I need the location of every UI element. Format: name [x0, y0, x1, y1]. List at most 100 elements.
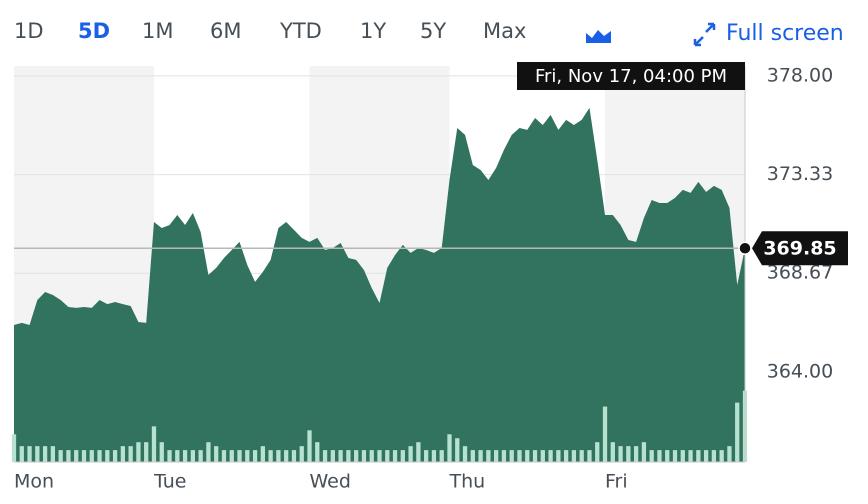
range-button[interactable]: 5D	[78, 19, 110, 43]
volume-bar	[35, 446, 40, 462]
volume-bar	[206, 442, 211, 462]
x-tick-label: Tue	[153, 471, 186, 493]
volume-bar	[66, 450, 71, 462]
range-button[interactable]: 1M	[142, 19, 173, 43]
volume-bar	[291, 450, 297, 462]
volume-bar	[455, 438, 460, 462]
volume-bar	[260, 446, 265, 462]
chart-type-icon[interactable]	[586, 30, 611, 43]
range-button[interactable]: 6M	[210, 19, 241, 43]
volume-bar	[649, 450, 654, 462]
range-button[interactable]: Max	[483, 19, 526, 43]
volume-bar	[268, 450, 273, 462]
volume-bar	[439, 450, 444, 462]
volume-bar	[447, 434, 452, 462]
volume-bar	[105, 450, 110, 462]
volume-bar	[525, 450, 530, 462]
volume-bar	[50, 446, 56, 462]
crosshair-label: Fri, Nov 17, 04:00 PM	[535, 66, 727, 87]
volume-bar	[136, 442, 141, 462]
volume-bar	[112, 450, 118, 462]
range-button[interactable]: 1D	[14, 19, 44, 43]
volume-bar	[556, 450, 561, 462]
volume-bar	[159, 442, 164, 462]
volume-bar	[89, 450, 94, 462]
y-tick-label: 368.67	[767, 262, 833, 284]
volume-bar	[688, 450, 693, 462]
volume-bar	[385, 450, 390, 462]
volume-bar	[563, 450, 569, 462]
volume-bar	[408, 446, 413, 462]
volume-bar	[680, 450, 685, 462]
volume-bar	[284, 450, 289, 462]
volume-bar	[221, 450, 227, 462]
volume-bar	[416, 442, 421, 462]
volume-bar	[182, 450, 188, 462]
volume-bar	[97, 450, 102, 462]
volume-bar	[641, 442, 647, 462]
volume-bar	[81, 450, 87, 462]
volume-bar	[11, 434, 17, 462]
volume-bar	[74, 450, 79, 462]
volume-bar	[361, 450, 367, 462]
last-price-dot	[738, 241, 752, 255]
volume-bar	[719, 450, 724, 462]
last-price-box	[752, 231, 848, 266]
x-tick-label: Wed	[310, 471, 351, 493]
volume-bar	[711, 450, 717, 462]
volume-bar	[369, 450, 374, 462]
range-button[interactable]: YTD	[279, 19, 322, 43]
volume-bar	[548, 450, 553, 462]
volume-bar	[245, 450, 250, 462]
volume-bar	[610, 442, 615, 462]
volume-bar	[58, 450, 63, 462]
volume-bar	[424, 450, 429, 462]
full-screen-button[interactable]: Full screen	[726, 21, 844, 46]
volume-bar	[392, 450, 398, 462]
volume-bar	[532, 450, 538, 462]
volume-bar	[42, 446, 48, 462]
volume-bar	[486, 450, 491, 462]
volume-bar	[120, 446, 126, 462]
crosshair-box	[517, 62, 745, 90]
volume-bar	[696, 450, 701, 462]
volume-bar	[571, 450, 577, 462]
range-button[interactable]: 5Y	[420, 19, 446, 43]
volume-bar	[315, 442, 320, 462]
volume-bar	[501, 450, 507, 462]
volume-bar	[579, 450, 584, 462]
volume-bar	[229, 450, 234, 462]
volume-bar	[657, 450, 662, 462]
volume-bar	[144, 442, 149, 462]
volume-bar	[595, 442, 600, 462]
plot	[11, 107, 748, 463]
volume-bar	[735, 402, 740, 462]
y-tick-label: 378.00	[767, 64, 833, 86]
volume-bar	[19, 446, 24, 462]
volume-bar	[626, 446, 631, 462]
x-tick-label: Thu	[448, 471, 485, 493]
volume-bar	[27, 446, 32, 462]
x-tick-label: Mon	[14, 471, 54, 493]
volume-bar	[190, 450, 196, 462]
volume-bar	[128, 446, 133, 462]
volume-bar	[151, 426, 157, 462]
volume-bar	[633, 446, 639, 462]
volume-bar	[307, 430, 312, 462]
volume-bar	[462, 446, 468, 462]
volume-bar	[587, 450, 592, 462]
volume-bar	[198, 450, 203, 462]
y-tick-label: 364.00	[767, 360, 833, 382]
last-price-label: 369.85	[763, 238, 836, 260]
range-button[interactable]: 1Y	[360, 19, 386, 43]
volume-bar	[672, 450, 678, 462]
volume-bar	[377, 450, 382, 462]
volume-bar	[330, 450, 335, 462]
volume-bar	[346, 450, 351, 462]
volume-bar	[540, 450, 545, 462]
volume-bar	[478, 450, 483, 462]
full-screen-icon[interactable]	[693, 22, 716, 47]
volume-bar	[214, 446, 219, 462]
volume-bar	[354, 450, 359, 462]
